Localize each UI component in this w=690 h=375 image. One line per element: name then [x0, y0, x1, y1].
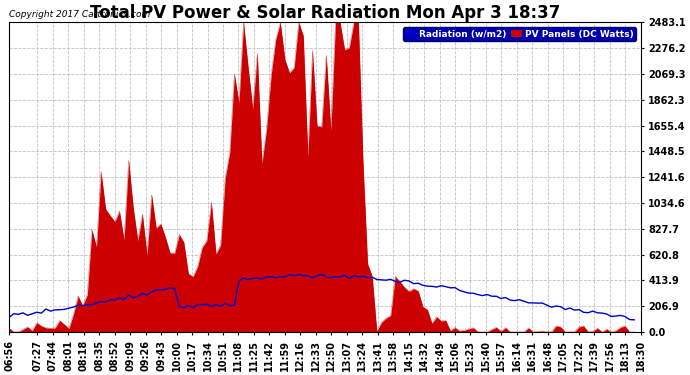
Text: Copyright 2017 Cartronics.com: Copyright 2017 Cartronics.com — [9, 10, 150, 19]
Legend: Radiation (w/m2), PV Panels (DC Watts): Radiation (w/m2), PV Panels (DC Watts) — [403, 27, 636, 41]
Title: Total PV Power & Solar Radiation Mon Apr 3 18:37: Total PV Power & Solar Radiation Mon Apr… — [90, 4, 560, 22]
